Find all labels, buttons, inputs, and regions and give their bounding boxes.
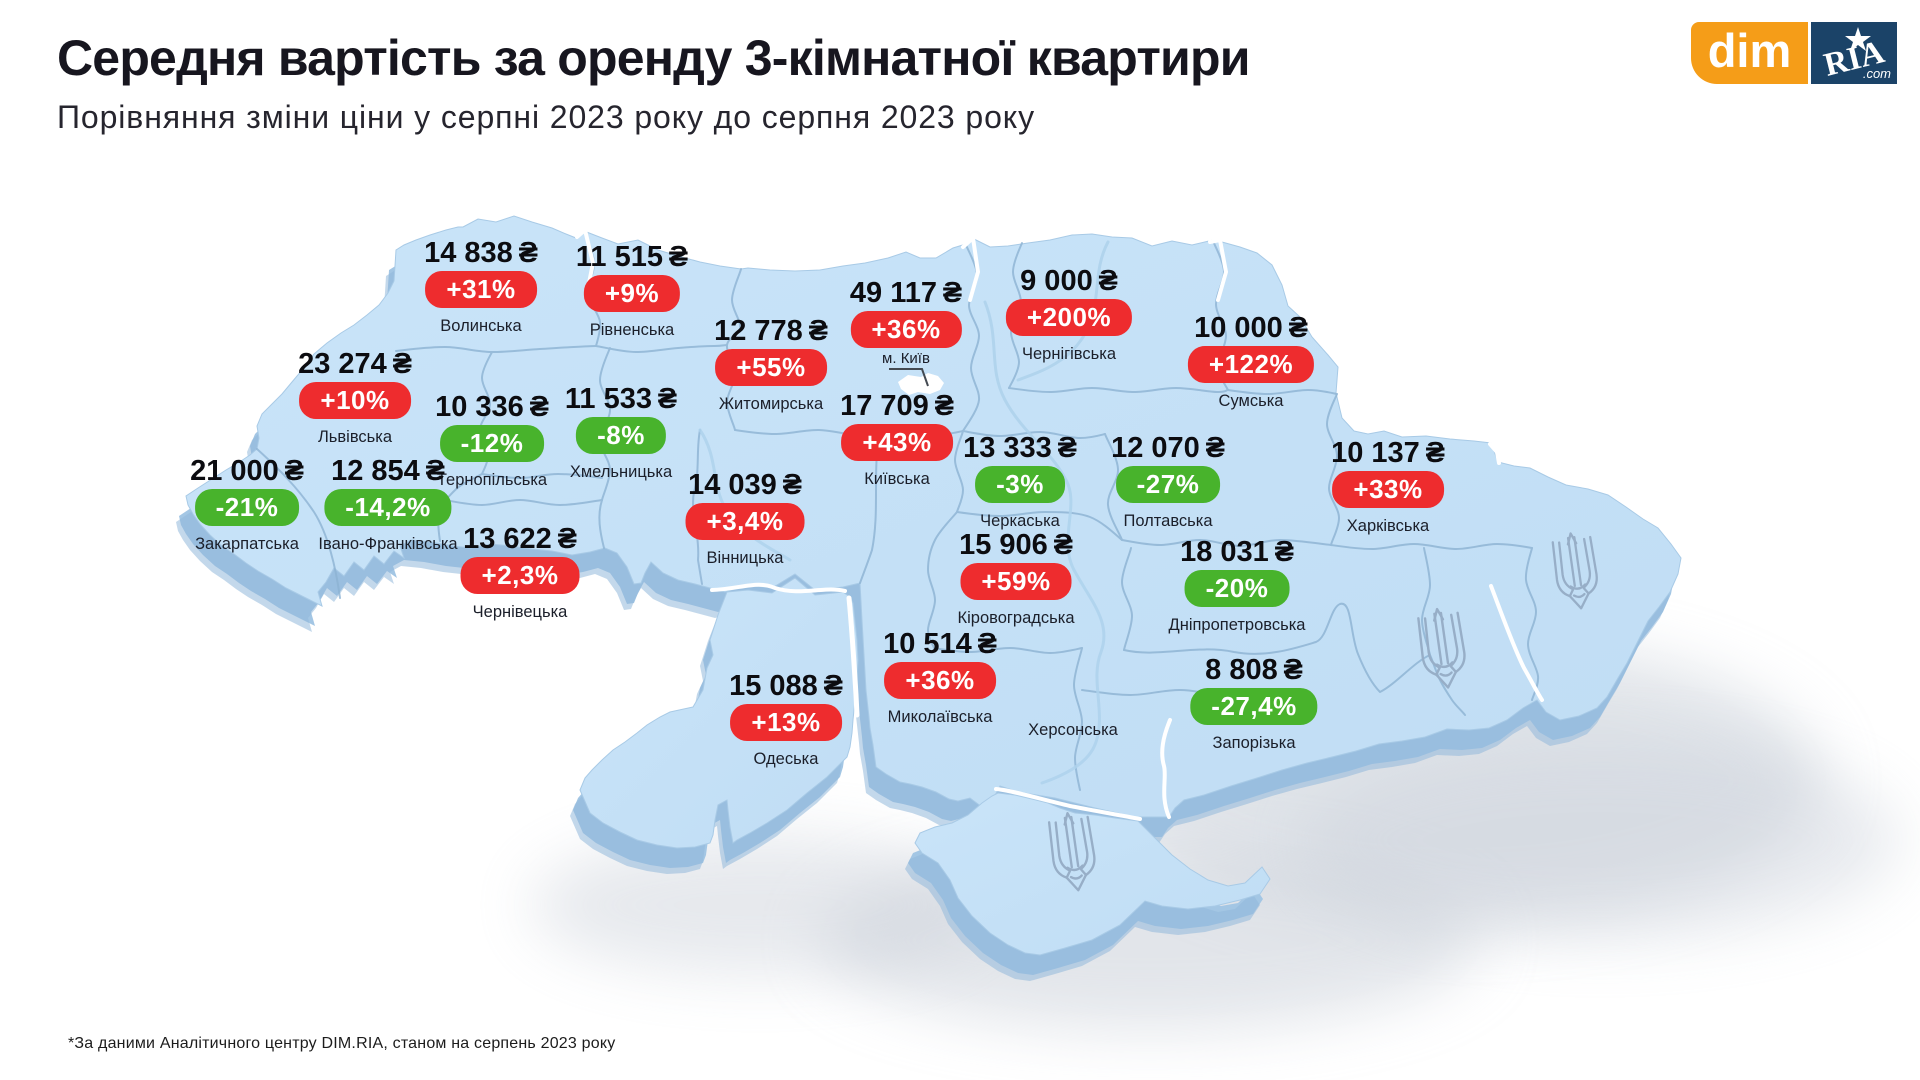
svg-text:.com: .com: [1863, 66, 1891, 81]
